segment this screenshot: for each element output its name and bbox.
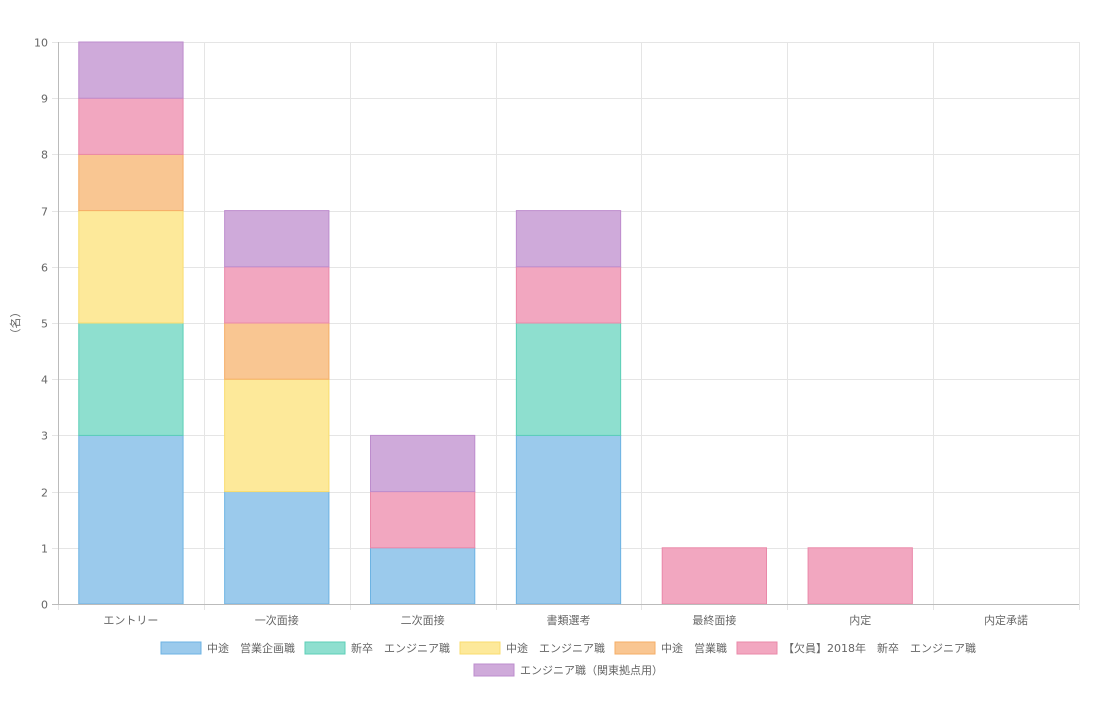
y-axis-title: （名）: [8, 307, 22, 340]
x-tick-label: 内定承諾: [984, 613, 1028, 627]
y-tick-label: 3: [41, 430, 48, 443]
legend-item[interactable]: 中途 営業職: [614, 641, 727, 655]
y-tick-label: 9: [41, 93, 48, 106]
legend-label: 新卒 エンジニア職: [351, 641, 450, 655]
y-tick-label: 7: [41, 206, 48, 219]
x-tick-label: 最終面接: [692, 613, 736, 627]
legend-swatch: [304, 641, 346, 655]
y-tick-label: 1: [41, 543, 48, 556]
bar-segment[interactable]: [224, 378, 330, 493]
legend-label: 中途 営業企画職: [207, 641, 295, 655]
legend-label: 中途 営業職: [661, 641, 727, 655]
bar-segment[interactable]: [369, 547, 476, 605]
bars: [78, 41, 913, 605]
x-tick-label: 書類選考: [547, 613, 591, 627]
y-tick-label: 8: [41, 149, 48, 162]
x-tick-label: エントリー: [103, 614, 158, 627]
bar-segment[interactable]: [515, 266, 622, 324]
legend-item[interactable]: 【欠員】2018年 新卒 エンジニア職: [736, 641, 976, 655]
legend-label: 中途 エンジニア職: [506, 641, 605, 655]
legend-item[interactable]: 中途 エンジニア職: [459, 641, 605, 655]
legend-item[interactable]: 新卒 エンジニア職: [304, 641, 450, 655]
x-tick-label: 一次面接: [255, 613, 299, 627]
x-tick-label: 内定: [849, 613, 871, 627]
legend: 中途 営業企画職 新卒 エンジニア職 中途 エンジニア職 中途 営業職 【欠員】2018…: [160, 641, 976, 677]
bar-segment[interactable]: [369, 491, 476, 549]
bar-segment[interactable]: [515, 210, 622, 268]
x-tick-label: 二次面接: [401, 613, 445, 627]
y-tick-label: 4: [41, 374, 48, 387]
legend-swatch: [160, 641, 202, 655]
bar-segment[interactable]: [224, 322, 330, 380]
bar-segment[interactable]: [661, 547, 768, 605]
bar-segment[interactable]: [78, 434, 184, 605]
legend-item[interactable]: エンジニア職（関東拠点用）: [473, 663, 663, 677]
bar-segment[interactable]: [369, 434, 476, 493]
bar-segment[interactable]: [807, 547, 913, 605]
bar-segment[interactable]: [78, 322, 184, 436]
legend-item[interactable]: 中途 営業企画職: [160, 641, 295, 655]
legend-swatch: [614, 641, 656, 655]
bar-segment[interactable]: [224, 491, 330, 605]
axes: 0 1 2 3 4 5 6 7 8 9 10 エントリー 一次面接 二次面接 書類選考 最終面接 内定 内定承諾: [34, 37, 1079, 627]
y-tick-label: 5: [41, 318, 48, 331]
bar-segment[interactable]: [78, 153, 184, 212]
legend-swatch: [459, 641, 501, 655]
bar-segment[interactable]: [78, 210, 184, 324]
bar-segment[interactable]: [515, 322, 622, 436]
y-tick-label: 0: [41, 599, 48, 612]
legend-label: 【欠員】2018年 新卒 エンジニア職: [783, 641, 976, 655]
y-tick-label: 6: [41, 262, 48, 275]
bar-segment[interactable]: [224, 210, 330, 268]
y-tick-label: 10: [34, 37, 48, 50]
bar-segment[interactable]: [78, 97, 184, 155]
bar-segment[interactable]: [78, 41, 184, 99]
bar-segment[interactable]: [224, 266, 330, 324]
legend-label: エンジニア職（関東拠点用）: [520, 664, 663, 677]
y-tick-label: 2: [41, 487, 48, 500]
legend-swatch: [736, 641, 778, 655]
bar-segment[interactable]: [515, 434, 622, 605]
legend-swatch: [473, 663, 515, 677]
